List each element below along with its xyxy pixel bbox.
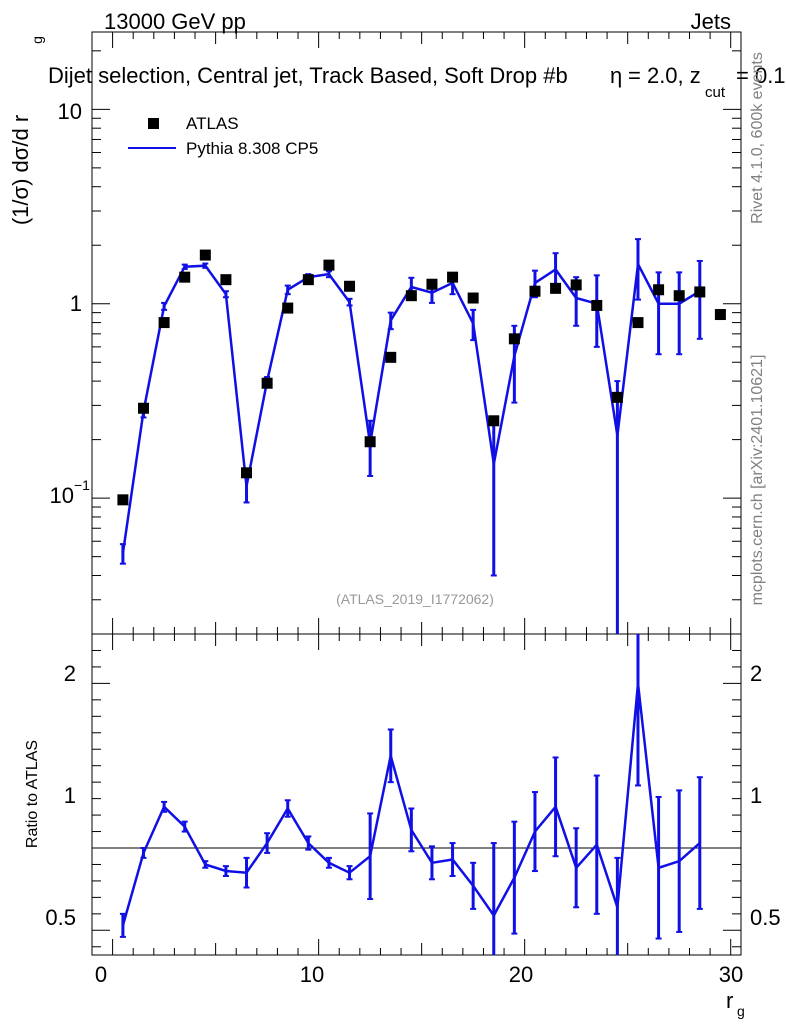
xtick-label-30: 30 [719, 962, 743, 987]
atlas-data-point [447, 271, 459, 283]
plot-title-sub: cut [705, 84, 726, 101]
mcplots-label: mcplots.cern.ch [arXiv:2401.10621] [749, 355, 766, 606]
atlas-data-point [467, 292, 479, 304]
xlabel: r [726, 988, 733, 1013]
rivet-label: Rivet 4.1.0, 600k events [749, 52, 766, 224]
ytick-label-0.1-exp: −1 [74, 477, 90, 493]
atlas-data-point [426, 278, 438, 290]
atlas-data-point [220, 274, 232, 286]
atlas-data-point [714, 309, 726, 321]
atlas-data-point [302, 274, 314, 286]
legend-data-marker [148, 118, 159, 129]
ratio-ylabel: Ratio to ATLAS [24, 740, 41, 848]
plot-title-beta: = 2.0, z [628, 63, 701, 88]
atlas-data-point [241, 467, 253, 479]
ytick-label-10: 10 [58, 99, 82, 124]
ratio-line [121, 683, 701, 926]
xtick-label-20: 20 [509, 962, 533, 987]
atlas-data-point [179, 271, 191, 283]
ratio-ytick-right-1: 1 [750, 783, 762, 808]
ratio-ytick-left-2: 2 [64, 661, 76, 686]
header-right: Jets [691, 9, 731, 34]
atlas-data-point [611, 391, 623, 403]
ratio-ytick-left-0.5: 0.5 [45, 905, 76, 930]
ytick-label-1: 1 [70, 291, 82, 316]
main-plot-marks [117, 238, 726, 634]
xtick-label-10: 10 [300, 962, 324, 987]
plot-title-end: = 0.1 [736, 63, 786, 88]
main-ylabel: (1/σ) dσ/d r [8, 115, 33, 225]
ytick-label-0.1: 10 [50, 483, 74, 508]
atlas-data-point [694, 286, 706, 298]
header-left: 13000 GeV pp [104, 9, 246, 34]
plot-title: Dijet selection, Central jet, Track Base… [48, 63, 568, 88]
atlas-data-point [591, 299, 603, 311]
xlabel-sub: g [737, 1003, 745, 1019]
axis-ticks [92, 32, 741, 955]
atlas-data-point [364, 436, 376, 448]
atlas-data-point [529, 285, 541, 297]
atlas-data-point [488, 415, 500, 427]
atlas-data-point [673, 290, 685, 302]
ratio-panel-frame [91, 633, 742, 956]
atlas-data-point [508, 333, 520, 345]
main-ylabel-text: (1/σ) dσ/d r [8, 115, 33, 225]
atlas-data-point [138, 402, 150, 414]
legend-data-label: ATLAS [186, 114, 239, 133]
atlas-data-point [117, 494, 129, 506]
model-line [121, 259, 701, 554]
analysis-watermark: (ATLAS_2019_I1772062) [336, 591, 494, 607]
main-ylabel-sub: g [29, 36, 45, 44]
atlas-data-point [344, 280, 356, 292]
plot-title-eta: η [610, 63, 622, 88]
ratio-ytick-right-2: 2 [750, 661, 762, 686]
ratio-plot-marks [119, 634, 703, 955]
atlas-data-point [385, 351, 397, 363]
plot-title-main: Dijet selection, Central jet, Track Base… [48, 63, 568, 88]
ytick-label-0.1-base: 10 [50, 483, 74, 508]
atlas-data-point [550, 282, 562, 294]
atlas-data-point [323, 259, 335, 271]
atlas-data-point [158, 317, 170, 329]
xtick-label-0: 0 [95, 962, 107, 987]
atlas-data-point [632, 317, 644, 329]
atlas-data-point [199, 249, 211, 261]
atlas-data-point [653, 284, 665, 296]
ratio-ytick-left-1: 1 [64, 783, 76, 808]
atlas-data-point [405, 290, 417, 302]
atlas-data-point [261, 377, 273, 389]
ratio-ytick-right-0.5: 0.5 [750, 905, 781, 930]
atlas-data-point [570, 279, 582, 291]
atlas-data-point [282, 302, 294, 314]
legend-model-label: Pythia 8.308 CP5 [186, 139, 318, 158]
